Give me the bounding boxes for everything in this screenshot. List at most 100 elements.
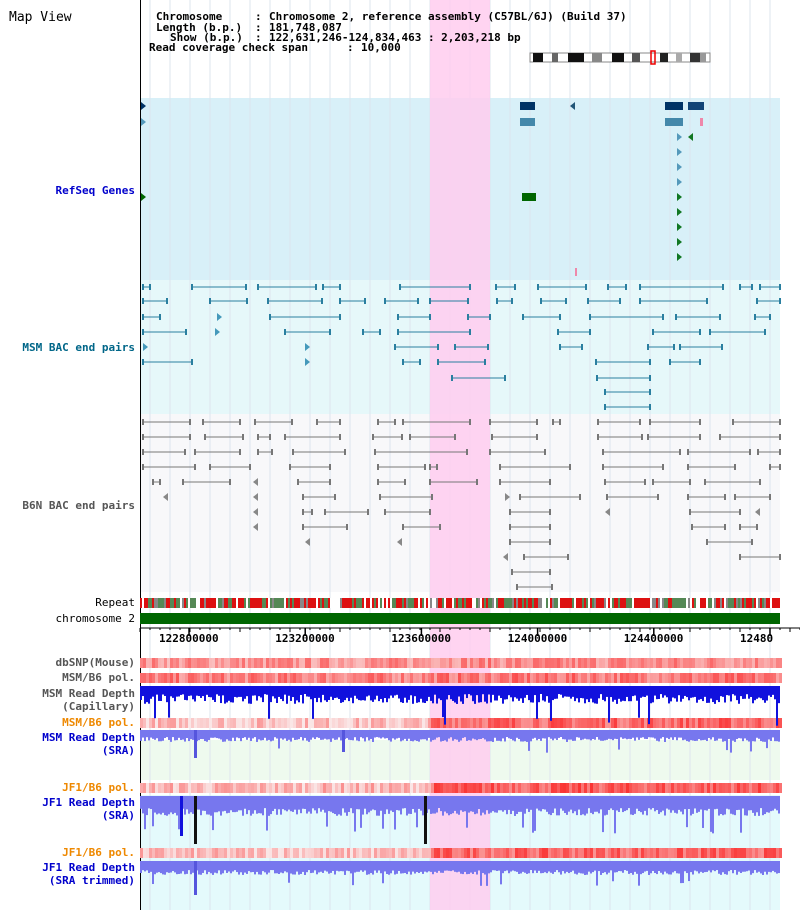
msm-sra-depth: [394, 730, 396, 740]
msm-sra-depth: [248, 730, 250, 738]
msm-sra-depth: [266, 730, 268, 741]
jf1-trimmed-depth: [632, 861, 634, 875]
jf1-b6-pol-2-heat: [401, 848, 404, 858]
jf1-b6-pol-2-heat: [578, 848, 581, 858]
repeat-element: [192, 598, 194, 608]
repeat-element: [666, 598, 668, 608]
refseq-genes-track[interactable]: [141, 102, 704, 276]
jf1-sra-depth: [386, 796, 388, 810]
jf1-read-depth-label[interactable]: JF1 Read Depth: [42, 796, 135, 809]
repeat-element: [488, 598, 490, 608]
msm-sra-depth: [680, 730, 682, 738]
selected-region-highlight[interactable]: [430, 0, 490, 910]
chromosome-ideogram[interactable]: [529, 50, 711, 65]
repeat-element: [328, 598, 330, 608]
msm-capillary-depth: [340, 686, 342, 703]
b6n-bac-pair-end-b: [639, 419, 641, 425]
jf1-b6-pol-2-heat: [314, 848, 317, 858]
msm-sra-depth: [208, 730, 210, 741]
msm-bac-track[interactable]: [142, 284, 781, 410]
b6n-bac-track[interactable]: [142, 419, 781, 590]
msm-b6-pol-2-heat: [215, 718, 218, 728]
msm-capillary-depth: [760, 686, 762, 699]
msm-sra-depth: [616, 730, 618, 740]
msm-b6-pol-heat: [746, 673, 749, 683]
msm-read-depth-capillary-label[interactable]: MSM Read Depth: [42, 687, 135, 700]
jf1-sra-depth: [402, 796, 404, 809]
jf1-trimmed-depth: [474, 861, 476, 872]
repeat-element: [348, 598, 350, 608]
jf1-trimmed-depth: [694, 861, 696, 871]
msm-b6-pol-heat: [665, 673, 668, 683]
msm-read-depth-sra-label[interactable]: MSM Read Depth: [42, 731, 135, 744]
msm-capillary-depth: [182, 686, 184, 695]
msm-sra-depth: [324, 730, 326, 739]
jf1-trimmed-depth: [640, 861, 642, 875]
repeat-element: [180, 598, 182, 608]
repeat-element: [314, 598, 316, 608]
jf1-trimmed-depth: [310, 861, 312, 874]
refseq-gene: [520, 102, 535, 110]
jf1-trimmed-depth: [216, 861, 218, 874]
msm-bac-pair-end-a: [709, 329, 711, 335]
dbsnp-heat: [326, 658, 329, 668]
refseq-track-label[interactable]: RefSeq Genes: [55, 184, 135, 197]
jf1-sra-depth: [568, 796, 570, 812]
msm-b6-pol-heat: [338, 673, 341, 683]
jf1-b6-pol-2-heat: [635, 848, 638, 858]
msm-sra-depth: [466, 730, 468, 741]
msm-b6-pol-2-heat: [362, 718, 365, 728]
dbsnp-label[interactable]: dbSNP(Mouse): [55, 656, 135, 669]
jf1-trimmed-depth: [622, 861, 624, 873]
b6n-bac-pair-end-a: [719, 434, 721, 440]
msm-b6-pol-2-heat: [713, 718, 716, 728]
msm-b6-pol-2-label[interactable]: MSM/B6 pol.: [62, 716, 135, 729]
repeat-element: [760, 598, 762, 608]
msm-b6-pol-2-heat: [299, 718, 302, 728]
dbsnp-heat: [626, 658, 629, 668]
jf1-trimmed-depth: [220, 861, 222, 875]
jf1-b6-pol-2-heat: [482, 848, 485, 858]
jf1-trimmed-depth: [588, 861, 590, 872]
repeat-track: [140, 598, 780, 608]
repeat-element: [246, 598, 248, 608]
jf1-trimmed-depth: [772, 861, 774, 871]
jf1-read-depth-trimmed-label[interactable]: JF1 Read Depth: [42, 861, 135, 874]
jf1-b6-pol-2-heat: [686, 848, 689, 858]
jf1-trimmed-depth: [202, 861, 204, 873]
msm-b6-pol-2-heat: [191, 718, 194, 728]
jf1-b6-pol-2-heat: [752, 848, 755, 858]
msm-capillary-depth: [648, 686, 650, 725]
msm-capillary-depth: [530, 686, 532, 703]
repeat-element: [762, 598, 764, 608]
msm-bac-pair-end-a: [595, 359, 597, 365]
msm-capillary-depth: [614, 686, 616, 700]
jf1-trimmed-depth: [562, 861, 564, 872]
b6n-bac-pair-end-a: [597, 434, 599, 440]
jf1-b6-pol-2-label[interactable]: JF1/B6 pol.: [62, 846, 135, 859]
jf1-trimmed-depth: [282, 861, 284, 874]
jf1-b6-pol-2-heat: [305, 848, 308, 858]
msm-b6-pol-2-heat: [503, 718, 506, 728]
jf1-sra-depth: [440, 796, 442, 812]
jf1-b6-pol-2-heat: [257, 848, 260, 858]
repeat-element: [522, 598, 524, 608]
msm-b6-pol-2-heat: [755, 718, 758, 728]
msm-capillary-depth: [476, 686, 478, 696]
jf1-b6-pol-label[interactable]: JF1/B6 pol.: [62, 781, 135, 794]
dbsnp-heat: [422, 658, 425, 668]
msm-b6-pol-2-heat: [377, 718, 380, 728]
jf1-b6-pol-heat: [191, 783, 194, 793]
repeat-element: [396, 598, 398, 608]
dbsnp-heat: [533, 658, 536, 668]
dbsnp-heat: [311, 658, 314, 668]
jf1-b6-pol-heat: [500, 783, 503, 793]
msm-b6-pol-heat: [392, 673, 395, 683]
msm-b6-pol-heat: [356, 673, 359, 683]
jf1-b6-pol-heat: [287, 783, 290, 793]
dbsnp-heat: [428, 658, 431, 668]
b6n-bac-track-label[interactable]: B6N BAC end pairs: [22, 499, 135, 512]
msm-bac-track-label[interactable]: MSM BAC end pairs: [22, 341, 135, 354]
b6n-bac-pair-end-b: [739, 509, 741, 515]
msm-b6-pol-label[interactable]: MSM/B6 pol.: [62, 671, 135, 684]
